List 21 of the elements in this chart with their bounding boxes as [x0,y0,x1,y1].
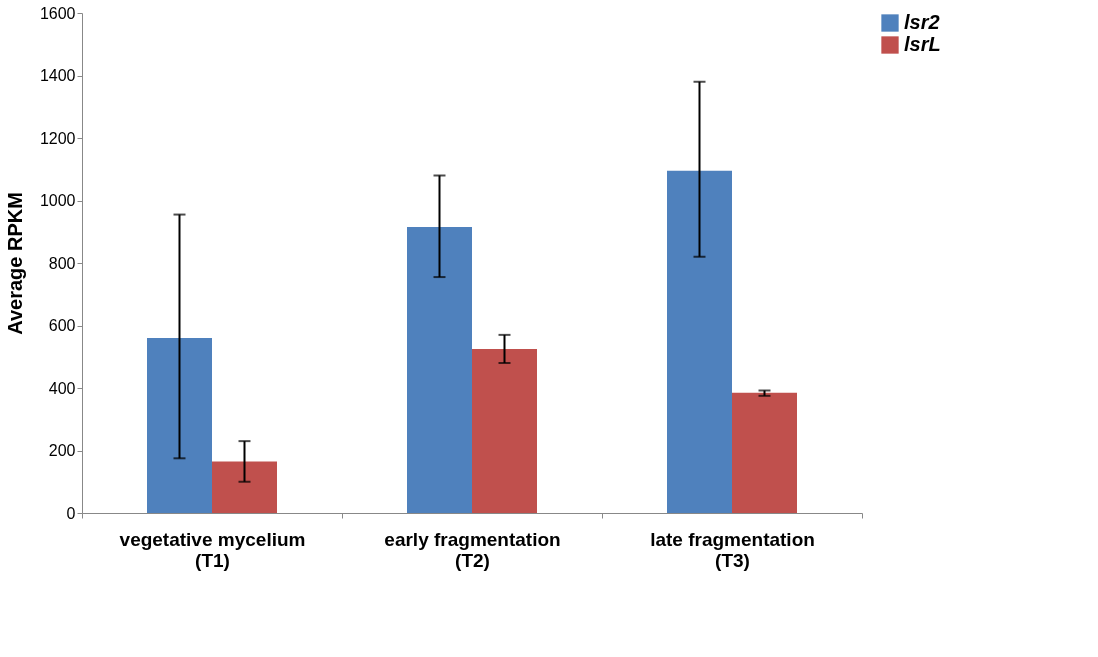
y-tick-label: 1400 [39,67,76,84]
bar [407,227,472,513]
x-tick-label: late fragmentation (T3) [650,528,815,571]
x-tick-label: vegetative mycelium (T1) [119,528,306,571]
y-tick-label: 800 [48,254,76,272]
y-tick-label: 600 [48,317,76,334]
y-tick-label: 0 [66,504,76,522]
legend-label: lsrL [904,33,941,55]
y-tick-label: 1600 [39,4,76,22]
bar [147,338,212,513]
bar [472,348,537,513]
x-tick-label: early fragmentation (T2) [384,528,561,571]
y-axis-title: Average RPKM [3,192,26,335]
y-tick-label: 400 [48,379,76,397]
bar [212,461,277,513]
bar [667,170,732,513]
bar [732,392,797,513]
y-tick-label: 1000 [39,192,76,209]
legend-label: lsr2 [904,11,940,33]
y-tick-label: 200 [48,442,76,459]
y-tick-label: 1200 [39,129,76,147]
